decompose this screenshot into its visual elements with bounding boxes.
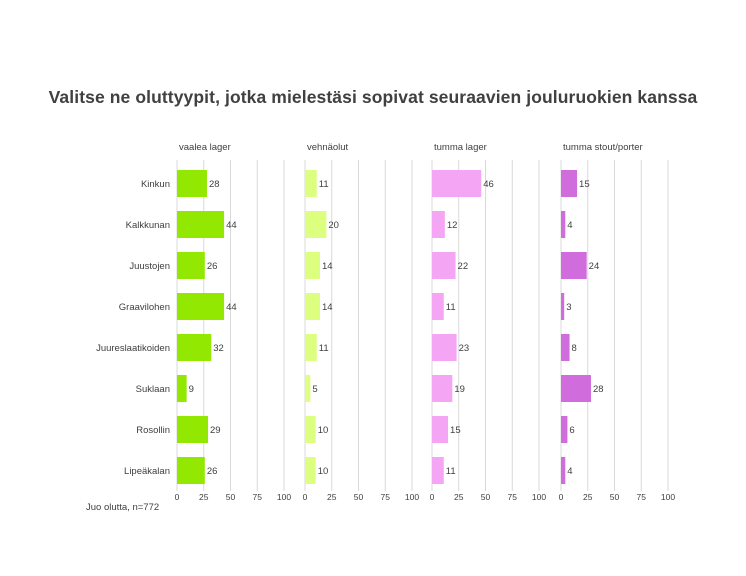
footnote: Juo olutta, n=772 [86,502,160,513]
bar-vehnäolut-juustojen [305,252,320,279]
tick-label-vehnäolut-25: 25 [327,492,337,502]
data-label-vaalea-lager-suklaan: 9 [189,384,194,395]
bar-tumma-lager-rosollin [432,416,449,443]
data-label-vaalea-lager-kalkkunan: 44 [226,220,237,231]
data-label-tumma-lager-suklaan: 19 [454,384,465,395]
tick-label-vaalea-lager-50: 50 [226,492,236,502]
bar-tumma-stout-porter-kinkun [561,170,578,197]
data-label-tumma-lager-kalkkunan: 12 [447,220,458,231]
bar-tumma-lager-juustojen [432,252,456,279]
tick-label-vehnäolut-50: 50 [354,492,364,502]
tick-label-vaalea-lager-100: 100 [277,492,291,502]
data-label-vehnäolut-juureslaatikoiden: 11 [319,343,329,354]
bar-vaalea-lager-kalkkunan [177,211,225,238]
data-label-vehnäolut-rosollin: 10 [318,425,329,436]
bar-tumma-lager-juureslaatikoiden [432,334,457,361]
bar-tumma-stout-porter-kalkkunan [561,211,566,238]
bar-vehnäolut-juureslaatikoiden [305,334,317,361]
data-label-tumma-stout-porter-kinkun: 15 [579,179,590,190]
bar-vehnäolut-suklaan [305,375,311,402]
bar-vaalea-lager-graavilohen [177,293,225,320]
data-label-vaalea-lager-lipeäkalan: 26 [207,466,218,477]
panel-header-vaalea-lager: vaalea lager [179,142,231,153]
bar-vaalea-lager-suklaan [177,375,187,402]
data-label-tumma-stout-porter-juustojen: 24 [589,261,600,272]
category-label-lipeäkalan: Lipeäkalan [124,466,170,477]
bar-tumma-stout-porter-rosollin [561,416,568,443]
data-label-vehnäolut-lipeäkalan: 10 [318,466,329,477]
data-label-tumma-lager-rosollin: 15 [450,425,461,436]
data-label-vaalea-lager-rosollin: 29 [210,425,221,436]
bar-vaalea-lager-rosollin [177,416,209,443]
bar-tumma-lager-kalkkunan [432,211,445,238]
tick-label-vehnäolut-100: 100 [405,492,419,502]
tick-label-vehnäolut-75: 75 [381,492,391,502]
tick-label-tumma-stout-porter-100: 100 [661,492,675,502]
tick-label-tumma-lager-100: 100 [532,492,546,502]
data-label-tumma-stout-porter-rosollin: 6 [569,425,574,436]
chart-title: Valitse ne oluttyypit, jotka mielestäsi … [48,87,698,107]
data-label-tumma-stout-porter-graavilohen: 3 [566,302,571,313]
category-label-graavilohen: Graavilohen [119,302,170,313]
data-label-tumma-stout-porter-juureslaatikoiden: 8 [572,343,577,354]
category-label-kalkkunan: Kalkkunan [126,220,170,231]
category-label-juureslaatikoiden: Juureslaatikoiden [96,343,170,354]
bar-tumma-lager-suklaan [432,375,453,402]
category-label-juustojen: Juustojen [129,261,170,272]
bar-tumma-stout-porter-juustojen [561,252,587,279]
data-label-tumma-lager-lipeäkalan: 11 [446,466,456,477]
data-label-vehnäolut-juustojen: 14 [322,261,333,272]
data-label-tumma-lager-kinkun: 46 [483,179,494,190]
tick-label-tumma-stout-porter-25: 25 [583,492,593,502]
data-label-vehnäolut-kinkun: 11 [319,179,329,190]
data-label-tumma-lager-juureslaatikoiden: 23 [459,343,470,354]
bar-tumma-stout-porter-juureslaatikoiden [561,334,570,361]
panel-header-vehnäolut: vehnäolut [307,142,349,153]
data-label-tumma-lager-juustojen: 22 [458,261,469,272]
tick-label-tumma-stout-porter-50: 50 [610,492,620,502]
tick-label-vehnäolut-0: 0 [303,492,308,502]
data-label-vaalea-lager-juustojen: 26 [207,261,218,272]
bar-vehnäolut-kalkkunan [305,211,327,238]
bar-vehnäolut-kinkun [305,170,317,197]
bar-vehnäolut-graavilohen [305,293,320,320]
data-label-tumma-lager-graavilohen: 11 [446,302,456,313]
bar-tumma-lager-lipeäkalan [432,457,444,484]
data-label-vehnäolut-suklaan: 5 [312,384,317,395]
bar-tumma-stout-porter-graavilohen [561,293,565,320]
tick-label-tumma-lager-25: 25 [454,492,464,502]
bar-vaalea-lager-lipeäkalan [177,457,205,484]
bar-tumma-lager-graavilohen [432,293,444,320]
data-label-tumma-stout-porter-suklaan: 28 [593,384,604,395]
tick-label-tumma-lager-50: 50 [481,492,491,502]
data-label-vaalea-lager-kinkun: 28 [209,179,220,190]
tick-label-tumma-stout-porter-0: 0 [559,492,564,502]
data-label-tumma-stout-porter-kalkkunan: 4 [567,220,572,231]
category-label-kinkun: Kinkun [141,179,170,190]
bar-vaalea-lager-kinkun [177,170,207,197]
data-label-vehnäolut-kalkkunan: 20 [328,220,339,231]
panel-header-tumma-stout-porter: tumma stout/porter [563,142,643,153]
bar-vaalea-lager-juustojen [177,252,205,279]
bar-vaalea-lager-juureslaatikoiden [177,334,212,361]
bar-tumma-stout-porter-lipeäkalan [561,457,566,484]
category-label-rosollin: Rosollin [136,425,170,436]
data-label-vehnäolut-graavilohen: 14 [322,302,333,313]
data-label-vaalea-lager-graavilohen: 44 [226,302,237,313]
bar-vehnäolut-lipeäkalan [305,457,316,484]
category-label-suklaan: Suklaan [136,384,170,395]
bar-tumma-stout-porter-suklaan [561,375,591,402]
tick-label-tumma-lager-75: 75 [508,492,518,502]
tick-label-vaalea-lager-0: 0 [175,492,180,502]
bar-tumma-lager-kinkun [432,170,482,197]
panel-header-tumma-lager: tumma lager [434,142,487,153]
bar-vehnäolut-rosollin [305,416,316,443]
data-label-vaalea-lager-juureslaatikoiden: 32 [213,343,224,354]
data-label-tumma-stout-porter-lipeäkalan: 4 [567,466,572,477]
tick-label-tumma-lager-0: 0 [430,492,435,502]
tick-label-vaalea-lager-25: 25 [199,492,209,502]
tick-label-vaalea-lager-75: 75 [253,492,263,502]
tick-label-tumma-stout-porter-75: 75 [637,492,647,502]
